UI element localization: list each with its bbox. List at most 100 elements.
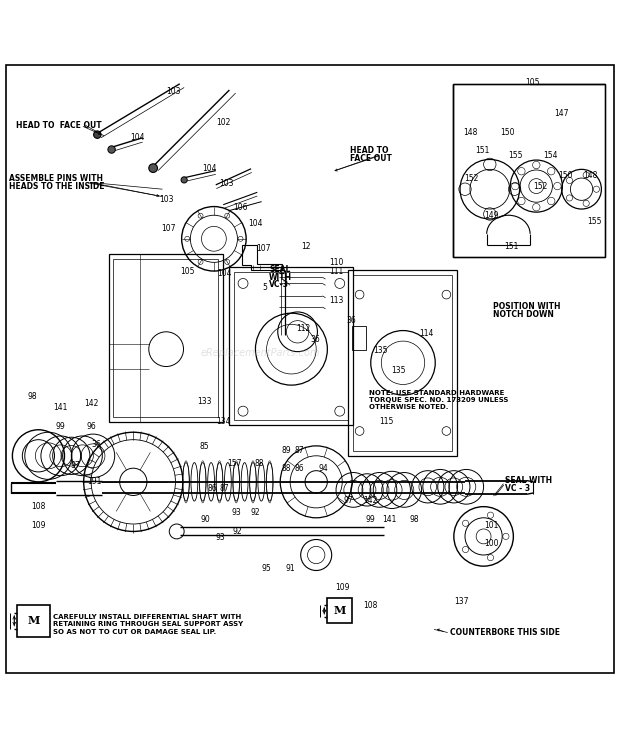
Bar	[327, 599, 352, 623]
Text: 111: 111	[330, 266, 343, 275]
Text: 142: 142	[363, 496, 378, 505]
Bar	[108, 255, 223, 421]
Text: 89: 89	[281, 446, 291, 455]
Text: 152: 152	[464, 173, 479, 182]
Text: 86: 86	[294, 463, 304, 473]
Text: 88: 88	[254, 459, 264, 468]
Text: 98: 98	[27, 393, 37, 401]
Text: 142: 142	[84, 399, 99, 407]
Text: 94: 94	[319, 463, 329, 473]
Text: 105: 105	[525, 78, 539, 87]
Text: SEAL WITH: SEAL WITH	[505, 476, 552, 485]
Text: HEAD TO  FACE OUT: HEAD TO FACE OUT	[16, 121, 101, 130]
Text: POSITION WITH: POSITION WITH	[493, 303, 560, 311]
Text: eReplacementParts.com: eReplacementParts.com	[201, 348, 320, 359]
Text: TORQUE SPEC. NO. 173209 UNLESS: TORQUE SPEC. NO. 173209 UNLESS	[369, 397, 508, 403]
Bar	[352, 325, 366, 351]
Text: COUNTERBORE THIS SIDE: COUNTERBORE THIS SIDE	[450, 628, 559, 637]
Text: 101: 101	[484, 521, 498, 530]
Text: 141: 141	[382, 514, 397, 523]
Text: 110: 110	[329, 258, 344, 267]
Bar	[348, 270, 457, 456]
Text: 91: 91	[285, 564, 295, 573]
Text: 148: 148	[463, 128, 477, 137]
Text: 102: 102	[216, 118, 231, 127]
Text: 103: 103	[166, 87, 181, 96]
Bar	[234, 272, 348, 420]
Text: 135: 135	[373, 346, 388, 355]
Text: 149: 149	[484, 211, 498, 220]
Text: VC-3: VC-3	[269, 280, 289, 289]
Text: 150: 150	[500, 128, 515, 137]
Text: OTHERWISE NOTED.: OTHERWISE NOTED.	[369, 404, 448, 410]
Text: 92: 92	[232, 527, 242, 536]
Text: 108: 108	[363, 601, 378, 610]
Text: 115: 115	[379, 417, 394, 427]
Bar	[17, 604, 50, 637]
Circle shape	[108, 146, 115, 154]
Text: 5: 5	[262, 283, 267, 292]
Text: ASSEMBLE PINS WITH: ASSEMBLE PINS WITH	[9, 173, 104, 182]
Bar	[353, 275, 452, 451]
Text: 151: 151	[504, 242, 519, 251]
Text: 12: 12	[301, 242, 311, 252]
Text: 150: 150	[558, 171, 573, 180]
Bar	[113, 259, 218, 417]
Text: 104: 104	[130, 134, 145, 142]
Bar	[453, 84, 604, 258]
Text: 109: 109	[335, 583, 350, 592]
Text: 107: 107	[256, 244, 271, 253]
Text: FACE OUT: FACE OUT	[350, 154, 392, 163]
Text: 104: 104	[202, 165, 217, 173]
Text: 141: 141	[53, 403, 68, 412]
Text: 148: 148	[583, 171, 598, 180]
Text: SO AS NOT TO CUT OR DAMAGE SEAL LIP.: SO AS NOT TO CUT OR DAMAGE SEAL LIP.	[53, 629, 216, 635]
Text: 107: 107	[161, 224, 176, 233]
Text: 154: 154	[543, 151, 558, 159]
Text: VC - 3: VC - 3	[505, 483, 531, 492]
Text: 106: 106	[233, 203, 248, 213]
Text: 137: 137	[454, 597, 469, 606]
Text: 88: 88	[281, 463, 291, 473]
Text: RETAINING RING THROUGH SEAL SUPPORT ASSY: RETAINING RING THROUGH SEAL SUPPORT ASSY	[53, 621, 243, 627]
Text: 96: 96	[87, 421, 97, 430]
Text: 112: 112	[297, 324, 311, 333]
Text: SEAL: SEAL	[269, 265, 290, 275]
Text: 155: 155	[587, 217, 601, 226]
Text: 104: 104	[217, 269, 232, 278]
Text: 36: 36	[347, 316, 356, 325]
Text: 87: 87	[294, 446, 304, 455]
Text: 99: 99	[56, 421, 66, 430]
Text: 157: 157	[227, 459, 242, 468]
Text: 108: 108	[31, 502, 46, 511]
Text: 85: 85	[200, 442, 210, 451]
Text: 97: 97	[71, 461, 81, 469]
Text: 95: 95	[262, 564, 272, 573]
Text: CAREFULLY INSTALL DIFFERENTIAL SHAFT WITH: CAREFULLY INSTALL DIFFERENTIAL SHAFT WIT…	[53, 614, 241, 620]
Text: NOTCH DOWN: NOTCH DOWN	[493, 310, 554, 319]
Text: 36: 36	[91, 440, 101, 449]
Text: 103: 103	[219, 179, 234, 187]
Text: 147: 147	[554, 109, 569, 118]
Circle shape	[181, 177, 187, 183]
Text: 113: 113	[329, 296, 344, 306]
Text: M: M	[27, 615, 40, 627]
Text: 103: 103	[159, 196, 174, 204]
Text: 133: 133	[197, 397, 212, 406]
Text: 104: 104	[248, 218, 263, 228]
Text: 87: 87	[219, 483, 229, 492]
Text: 97: 97	[343, 496, 353, 505]
Text: 114: 114	[419, 329, 434, 338]
Text: 134: 134	[216, 417, 231, 427]
Text: 105: 105	[180, 266, 195, 275]
Text: 92: 92	[250, 508, 260, 517]
Text: M: M	[334, 605, 346, 616]
Text: 93: 93	[215, 533, 225, 542]
Bar	[229, 266, 353, 425]
Text: 152: 152	[533, 182, 548, 190]
Text: 155: 155	[508, 151, 523, 159]
Text: 99: 99	[366, 514, 376, 523]
Text: 191: 191	[87, 477, 102, 486]
Text: HEAD TO: HEAD TO	[350, 146, 389, 155]
Text: 36: 36	[310, 335, 320, 344]
